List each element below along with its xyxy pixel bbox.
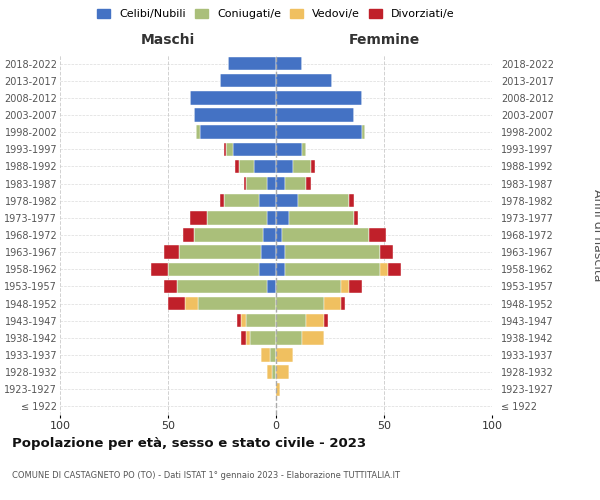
- Bar: [259, 262, 276, 276]
- Bar: [237, 314, 241, 328]
- Bar: [246, 314, 276, 328]
- Legend: Celibi/Nubili, Coniugati/e, Vedovi/e, Divorziati/e: Celibi/Nubili, Coniugati/e, Vedovi/e, Di…: [94, 6, 458, 22]
- Bar: [241, 314, 246, 328]
- Bar: [276, 297, 323, 310]
- Bar: [229, 57, 276, 70]
- Bar: [276, 331, 302, 344]
- Bar: [284, 262, 380, 276]
- Bar: [190, 211, 207, 224]
- Bar: [276, 142, 302, 156]
- Bar: [254, 160, 276, 173]
- Bar: [276, 382, 280, 396]
- Bar: [276, 57, 302, 70]
- Bar: [233, 142, 276, 156]
- Bar: [235, 160, 239, 173]
- Bar: [298, 194, 349, 207]
- Bar: [239, 160, 254, 173]
- Bar: [250, 331, 276, 344]
- Bar: [276, 74, 332, 88]
- Bar: [190, 91, 276, 104]
- Bar: [323, 314, 328, 328]
- Bar: [284, 177, 306, 190]
- Bar: [151, 262, 168, 276]
- Bar: [283, 228, 369, 241]
- Bar: [276, 280, 341, 293]
- Bar: [323, 297, 341, 310]
- Bar: [226, 142, 233, 156]
- Bar: [268, 177, 276, 190]
- Bar: [198, 297, 276, 310]
- Bar: [272, 366, 276, 379]
- Bar: [276, 126, 362, 139]
- Bar: [354, 211, 358, 224]
- Bar: [276, 228, 283, 241]
- Bar: [276, 108, 354, 122]
- Bar: [276, 177, 284, 190]
- Bar: [380, 262, 388, 276]
- Bar: [194, 108, 276, 122]
- Bar: [276, 211, 289, 224]
- Bar: [276, 194, 298, 207]
- Bar: [241, 331, 246, 344]
- Bar: [362, 126, 365, 139]
- Bar: [246, 177, 268, 190]
- Bar: [194, 228, 263, 241]
- Bar: [220, 194, 224, 207]
- Bar: [276, 314, 306, 328]
- Bar: [276, 160, 293, 173]
- Text: Femmine: Femmine: [349, 34, 419, 48]
- Bar: [196, 126, 200, 139]
- Text: COMUNE DI CASTAGNETO PO (TO) - Dati ISTAT 1° gennaio 2023 - Elaborazione TUTTITA: COMUNE DI CASTAGNETO PO (TO) - Dati ISTA…: [12, 470, 400, 480]
- Text: Anni di nascita: Anni di nascita: [590, 188, 600, 281]
- Bar: [263, 228, 276, 241]
- Bar: [293, 160, 311, 173]
- Bar: [261, 348, 269, 362]
- Bar: [176, 280, 268, 293]
- Bar: [259, 194, 276, 207]
- Bar: [200, 126, 276, 139]
- Bar: [369, 228, 386, 241]
- Bar: [388, 262, 401, 276]
- Bar: [224, 194, 259, 207]
- Bar: [276, 246, 284, 259]
- Bar: [246, 331, 250, 344]
- Bar: [164, 280, 176, 293]
- Bar: [207, 211, 268, 224]
- Bar: [268, 280, 276, 293]
- Bar: [168, 297, 185, 310]
- Bar: [306, 177, 311, 190]
- Bar: [302, 331, 323, 344]
- Text: Popolazione per età, sesso e stato civile - 2023: Popolazione per età, sesso e stato civil…: [12, 438, 366, 450]
- Bar: [220, 74, 276, 88]
- Bar: [306, 314, 323, 328]
- Bar: [164, 246, 179, 259]
- Bar: [185, 297, 198, 310]
- Bar: [168, 262, 259, 276]
- Bar: [341, 297, 345, 310]
- Bar: [284, 246, 380, 259]
- Bar: [302, 142, 306, 156]
- Bar: [311, 160, 315, 173]
- Bar: [349, 194, 354, 207]
- Bar: [269, 348, 276, 362]
- Bar: [276, 348, 293, 362]
- Bar: [261, 246, 276, 259]
- Bar: [349, 280, 362, 293]
- Bar: [289, 211, 354, 224]
- Bar: [268, 211, 276, 224]
- Bar: [380, 246, 392, 259]
- Bar: [183, 228, 194, 241]
- Bar: [268, 366, 272, 379]
- Bar: [276, 91, 362, 104]
- Bar: [244, 177, 246, 190]
- Text: Maschi: Maschi: [141, 34, 195, 48]
- Bar: [276, 366, 289, 379]
- Bar: [179, 246, 261, 259]
- Bar: [224, 142, 226, 156]
- Bar: [276, 262, 284, 276]
- Bar: [341, 280, 349, 293]
